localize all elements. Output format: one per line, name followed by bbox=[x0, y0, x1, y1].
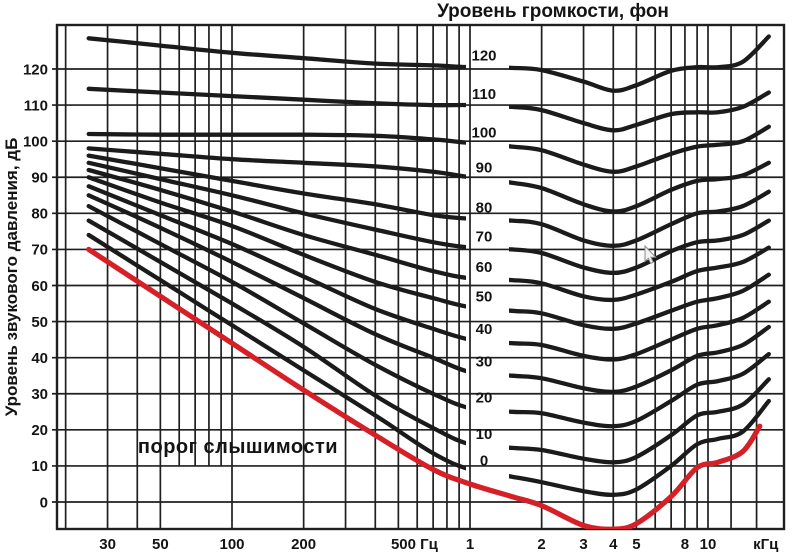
y-tick-90: 90 bbox=[31, 170, 48, 187]
curve-80-phon bbox=[86, 153, 771, 248]
y-tick-40: 40 bbox=[31, 350, 48, 367]
curve-label-90-phon: 90 bbox=[476, 159, 493, 176]
x-tick-17500hz: кГц bbox=[753, 536, 779, 553]
plot-border bbox=[55, 23, 786, 531]
curve-label-40-phon: 40 bbox=[476, 321, 493, 338]
x-tick-5000hz: 5 bbox=[632, 536, 640, 553]
curve-label-50-phon: 50 bbox=[476, 289, 493, 306]
curve-100-phon bbox=[86, 124, 771, 174]
curve-0-phon bbox=[86, 232, 771, 497]
curve-60-phon bbox=[86, 167, 771, 303]
y-tick-20: 20 bbox=[31, 422, 48, 439]
y-tick-30: 30 bbox=[31, 386, 48, 403]
threshold-curve bbox=[86, 246, 763, 529]
x-tick-50hz: 50 bbox=[152, 536, 169, 553]
curve-label-30-phon: 30 bbox=[476, 354, 493, 371]
curve-label-60-phon: 60 bbox=[476, 259, 493, 276]
curve-label-70-phon: 70 bbox=[476, 229, 493, 246]
x-tick-1000hz: 1 bbox=[466, 536, 474, 553]
curve-40-phon bbox=[86, 184, 771, 362]
curve-70-phon bbox=[86, 160, 771, 276]
y-tick-0: 0 bbox=[40, 494, 48, 511]
curve-30-phon bbox=[86, 193, 771, 395]
curve-110-phon bbox=[86, 86, 771, 133]
curve-label-80-phon: 80 bbox=[476, 200, 493, 217]
x-tick-10000hz: 10 bbox=[700, 536, 717, 553]
curve-label-10-phon: 10 bbox=[476, 426, 493, 443]
curve-phon-labels: 0 10 20 30 40 50 60 70 80 90 100 110 120 bbox=[471, 48, 496, 470]
y-tick-10: 10 bbox=[31, 458, 48, 475]
curve-label-120-phon: 120 bbox=[471, 48, 496, 65]
curve-label-110-phon: 110 bbox=[472, 86, 496, 103]
x-tick-500hz: 500 Гц bbox=[391, 536, 439, 553]
x-tick-3000hz: 3 bbox=[579, 536, 587, 553]
y-axis-title: Уровень звукового давления, дБ bbox=[2, 138, 21, 417]
curve-90-phon bbox=[86, 146, 771, 214]
curve-20-phon bbox=[86, 203, 771, 429]
loudness-curves bbox=[86, 34, 771, 529]
x-tick-8000hz: 8 bbox=[681, 536, 689, 553]
y-tick-70: 70 bbox=[31, 242, 48, 259]
curve-120-phon bbox=[86, 34, 771, 93]
y-tick-60: 60 bbox=[31, 278, 48, 295]
y-tick-110: 110 bbox=[24, 97, 48, 114]
curve-50-phon bbox=[86, 175, 771, 331]
x-tick-100hz: 100 bbox=[219, 536, 244, 553]
mouse-cursor[interactable] bbox=[644, 244, 657, 265]
curve-10-phon bbox=[86, 218, 771, 465]
x-tick-30hz: 30 bbox=[99, 536, 116, 553]
threshold-label: порог слышимости bbox=[138, 436, 338, 458]
curve-label-0-phon: 0 bbox=[480, 452, 488, 469]
x-tick-2000hz: 2 bbox=[537, 536, 545, 553]
y-tick-80: 80 bbox=[31, 206, 48, 223]
curve-label-100-phon: 100 bbox=[471, 125, 496, 142]
x-tick-4000hz: 4 bbox=[609, 536, 618, 553]
y-tick-120: 120 bbox=[23, 61, 48, 78]
y-tick-100: 100 bbox=[23, 134, 48, 151]
x-tick-200hz: 200 bbox=[291, 536, 316, 553]
curve-label-20-phon: 20 bbox=[476, 390, 493, 407]
y-tick-50: 50 bbox=[31, 314, 48, 331]
chart-title: Уровень громкости, фон bbox=[437, 1, 669, 22]
